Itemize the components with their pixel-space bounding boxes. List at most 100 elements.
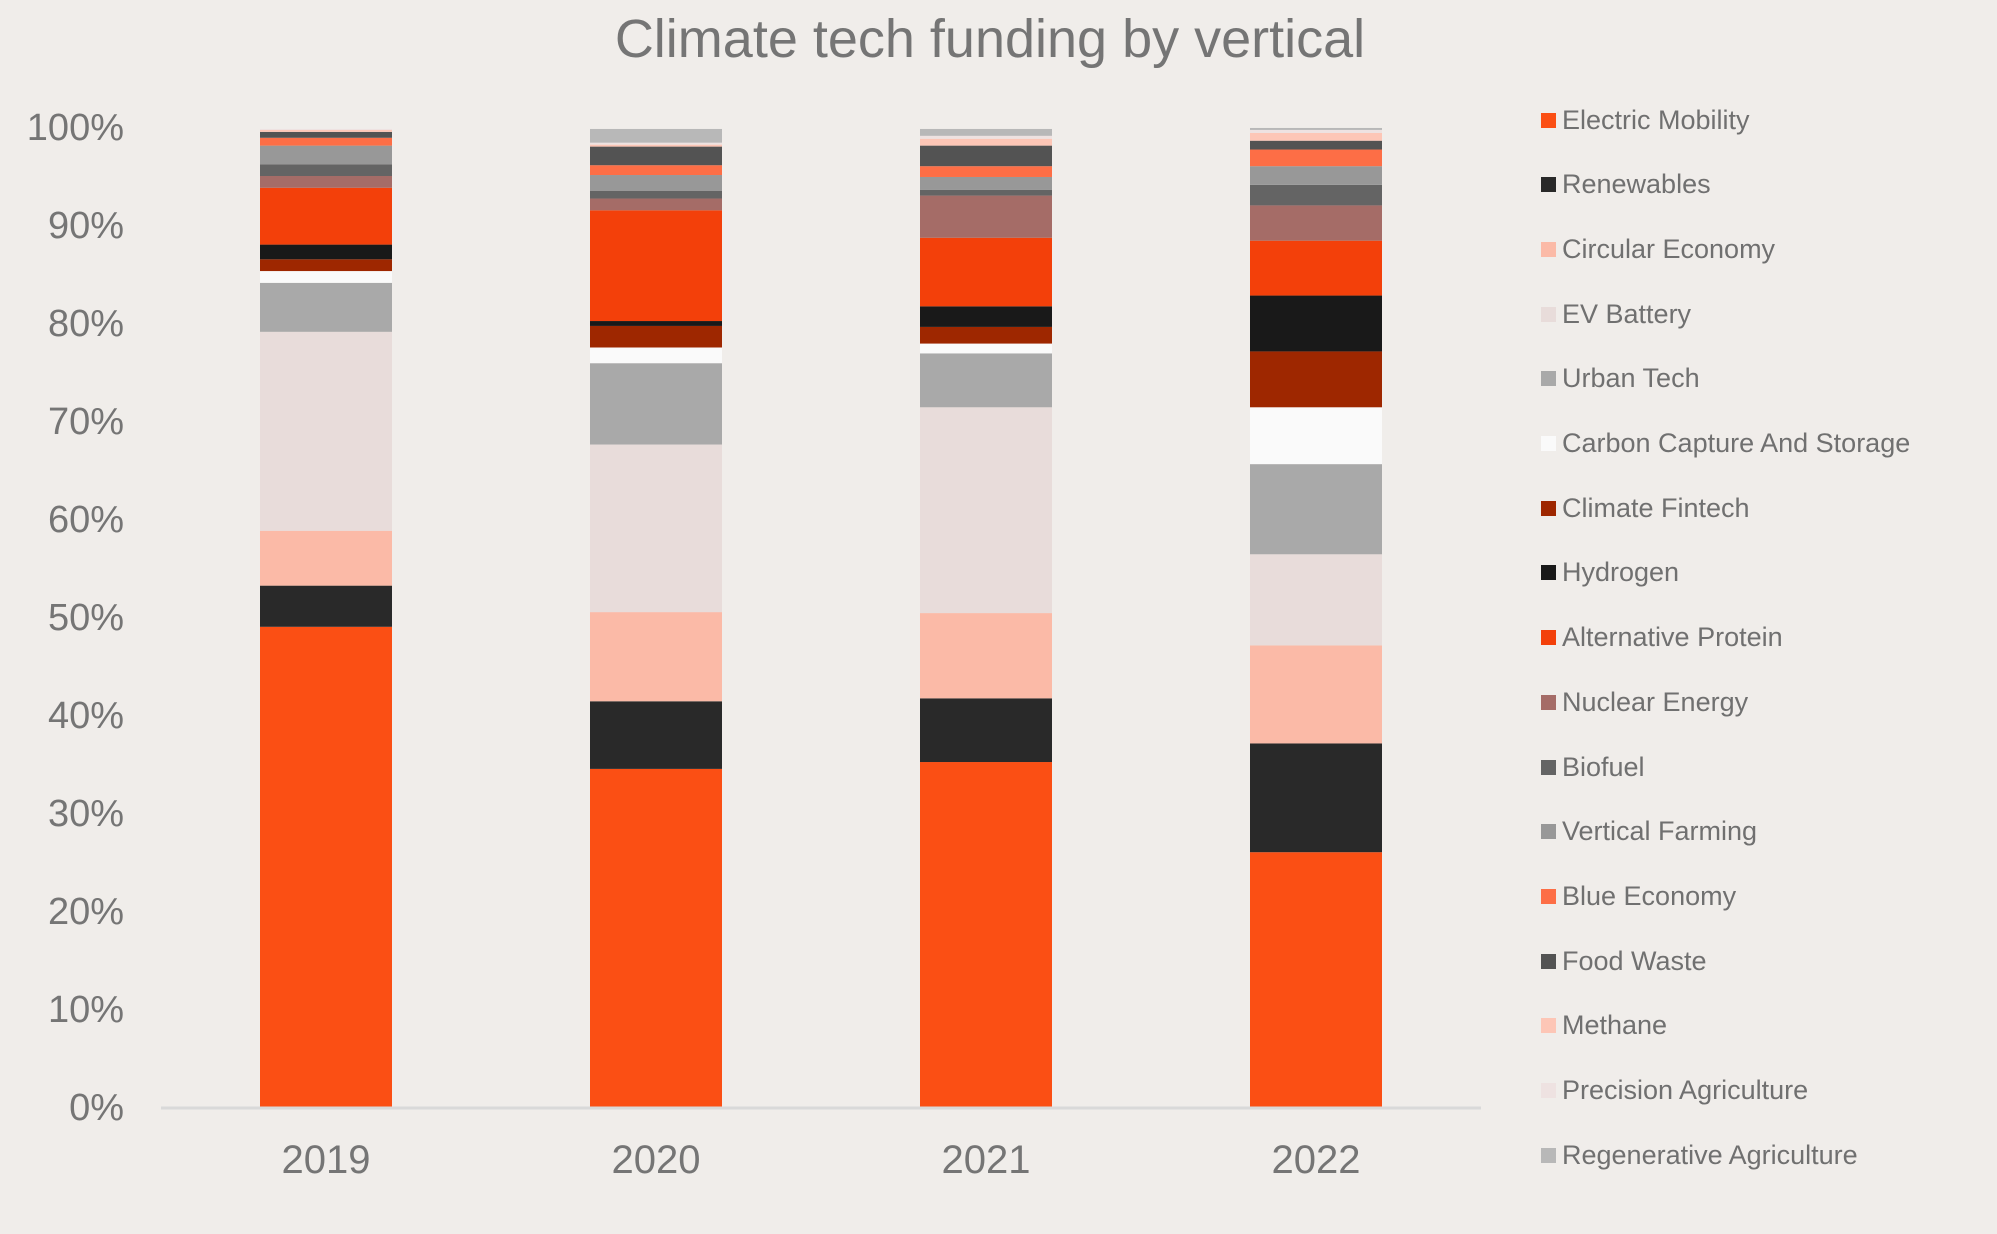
legend-item: Precision Agriculture <box>1541 1071 1808 1111</box>
legend-label: Electric Mobility <box>1562 104 1750 135</box>
y-tick-label: 40% <box>48 695 124 737</box>
bars <box>260 127 1382 1107</box>
legend-label: Carbon Capture And Storage <box>1562 428 1911 458</box>
bar-segment-renewables <box>590 701 722 769</box>
legend-label: Blue Economy <box>1562 880 1737 911</box>
bar-segment-climate-fintech <box>260 259 392 272</box>
legend-label: Precision Agriculture <box>1562 1075 1809 1105</box>
legend-swatch <box>1541 759 1556 775</box>
legend-label: Circular Economy <box>1562 233 1776 264</box>
legend-item: Food Waste <box>1541 941 1707 981</box>
bar-segment-carbon-capture-and-storage <box>1250 407 1382 465</box>
bar-stack-2020 <box>590 128 722 1107</box>
bar-segment-urban-tech <box>1250 464 1382 555</box>
bar-segment-circular-economy <box>1250 645 1382 744</box>
y-axis: 0% 10% 20% 30% 40% 50% 60% 70% 80% 90% 100% <box>27 107 124 1129</box>
legend-swatch <box>1541 177 1556 193</box>
legend-label: Alternative Protein <box>1562 622 1783 653</box>
legend-swatch <box>1541 565 1556 581</box>
x-tick-label: 2020 <box>612 1138 701 1182</box>
bar-segment-precision-agriculture <box>590 142 722 145</box>
legend-swatch <box>1541 306 1556 322</box>
y-tick-label: 80% <box>48 303 124 345</box>
bar-segment-alternative-protein <box>260 187 392 245</box>
y-tick-label: 50% <box>48 597 124 639</box>
bar-segment-biofuel <box>260 164 392 176</box>
y-tick-label: 20% <box>48 891 124 933</box>
chart-title: Climate tech funding by vertical <box>614 9 1366 69</box>
bar-segment-nuclear-energy <box>1250 205 1382 241</box>
bar-segment-carbon-capture-and-storage <box>590 347 722 364</box>
bar-segment-hydrogen <box>590 321 722 326</box>
bar-segment-ev-battery <box>260 331 392 531</box>
bar-segment-alternative-protein <box>920 237 1052 307</box>
bar-segment-renewables <box>920 698 1052 763</box>
bar-segment-urban-tech <box>920 353 1052 408</box>
legend-item: Climate Fintech <box>1541 488 1750 528</box>
legend-swatch <box>1541 371 1556 387</box>
bar-segment-methane <box>590 144 722 147</box>
legend-label: Nuclear Energy <box>1562 686 1749 717</box>
bar-segment-alternative-protein <box>590 210 722 322</box>
bar-segment-regenerative-agriculture <box>920 128 1052 136</box>
bar-segment-vertical-farming <box>1250 166 1382 185</box>
legend-swatch <box>1541 112 1556 128</box>
bar-segment-methane <box>260 129 392 132</box>
legend-label: Biofuel <box>1562 751 1645 782</box>
legend-item: Methane <box>1541 1006 1667 1046</box>
bar-segment-nuclear-energy <box>260 176 392 188</box>
y-tick-label: 10% <box>48 989 124 1031</box>
bar-segment-renewables <box>1250 743 1382 853</box>
legend-label: Urban Tech <box>1562 363 1700 394</box>
legend-item: Electric Mobility <box>1541 100 1750 140</box>
legend-label: Renewables <box>1562 169 1711 200</box>
x-axis: 2019 2020 2021 2022 <box>282 1138 1361 1182</box>
bar-segment-biofuel <box>1250 184 1382 206</box>
x-tick-label: 2019 <box>282 1138 371 1182</box>
bar-segment-electric-mobility <box>920 762 1052 1107</box>
bar-segment-hydrogen <box>1250 295 1382 352</box>
bar-segment-climate-fintech <box>920 326 1052 344</box>
legend-label: EV Battery <box>1562 298 1692 329</box>
legend-swatch <box>1541 953 1556 969</box>
bar-segment-blue-economy <box>920 166 1052 177</box>
legend-item: Alternative Protein <box>1541 618 1783 658</box>
bar-segment-biofuel <box>920 189 1052 196</box>
legend-label: Climate Fintech <box>1562 492 1750 523</box>
bar-segment-food-waste <box>260 131 392 138</box>
legend-label: Hydrogen <box>1562 557 1680 588</box>
legend-item: Vertical Farming <box>1541 812 1757 852</box>
bar-stack-2022 <box>1250 127 1382 1107</box>
bar-segment-circular-economy <box>920 613 1052 699</box>
legend-label: Vertical Farming <box>1562 816 1758 847</box>
bar-segment-food-waste <box>590 146 722 166</box>
bar-segment-carbon-capture-and-storage <box>260 271 392 283</box>
bar-segment-precision-agriculture <box>260 128 392 130</box>
bar-stack-2021 <box>920 128 1052 1107</box>
legend-item: Circular Economy <box>1541 229 1775 269</box>
y-tick-label: 30% <box>48 793 124 835</box>
bar-segment-vertical-farming <box>260 145 392 165</box>
bar-segment-renewables <box>260 585 392 627</box>
bar-segment-hydrogen <box>260 244 392 260</box>
legend-label: Methane <box>1562 1010 1668 1041</box>
bar-segment-urban-tech <box>260 282 392 332</box>
legend-item: Renewables <box>1541 165 1711 205</box>
bar-segment-methane <box>1250 132 1382 141</box>
bar-segment-blue-economy <box>1250 149 1382 167</box>
legend-swatch <box>1541 630 1556 646</box>
legend-swatch <box>1541 1018 1556 1034</box>
y-tick-label: 0% <box>69 1087 124 1129</box>
x-tick-label: 2021 <box>942 1138 1031 1182</box>
legend-item: Urban Tech <box>1541 359 1700 399</box>
bar-segment-electric-mobility <box>1250 852 1382 1107</box>
bar-segment-electric-mobility <box>260 626 392 1107</box>
legend-swatch <box>1541 241 1556 257</box>
bar-segment-ev-battery <box>590 444 722 613</box>
legend-swatch <box>1541 500 1556 516</box>
legend-swatch <box>1541 888 1556 904</box>
y-tick-label: 100% <box>27 107 124 149</box>
bar-segment-blue-economy <box>260 137 392 146</box>
legend-item: EV Battery <box>1541 294 1691 334</box>
